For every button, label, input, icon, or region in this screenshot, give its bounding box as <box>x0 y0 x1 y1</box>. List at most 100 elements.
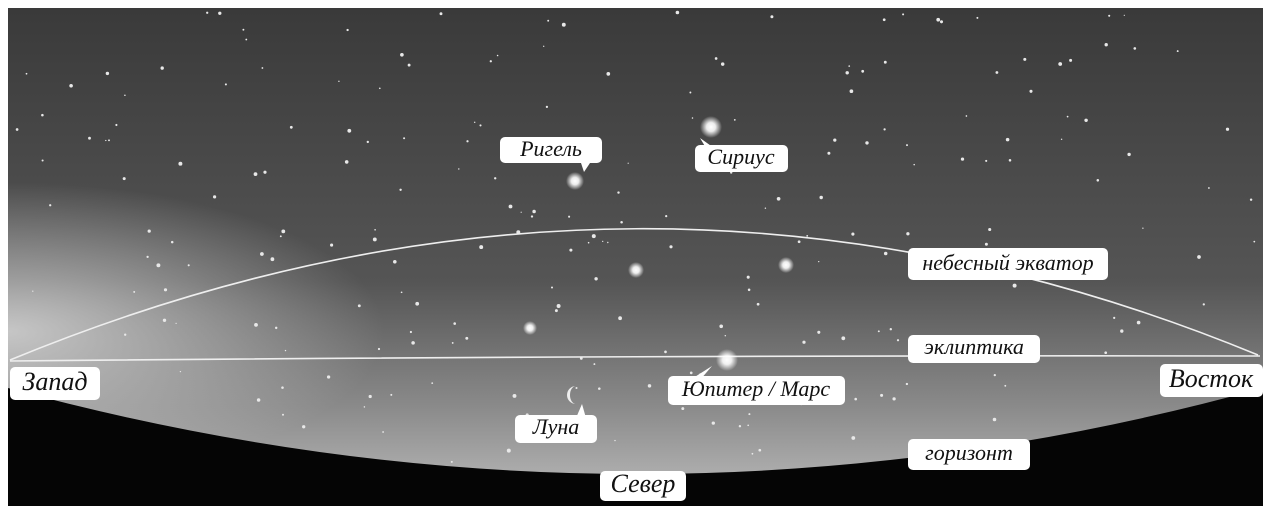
star <box>410 331 412 333</box>
star <box>798 240 801 243</box>
star <box>841 336 845 340</box>
star <box>479 245 483 249</box>
star <box>617 191 619 193</box>
star <box>531 215 533 217</box>
star <box>557 304 561 308</box>
star <box>452 342 454 344</box>
star <box>598 387 601 390</box>
star <box>254 323 258 327</box>
star <box>692 117 694 119</box>
star <box>521 212 522 213</box>
star <box>818 261 819 262</box>
star <box>69 84 73 88</box>
star <box>562 23 566 27</box>
star <box>614 440 615 441</box>
star <box>725 335 726 336</box>
star <box>689 92 691 94</box>
star <box>1253 241 1255 243</box>
star <box>379 87 381 89</box>
star <box>802 341 805 344</box>
star <box>175 323 176 324</box>
star <box>628 163 629 164</box>
star <box>878 330 880 332</box>
star <box>338 81 339 82</box>
star <box>606 72 610 76</box>
star <box>546 106 548 108</box>
label-west: Запад <box>10 367 100 400</box>
star <box>854 398 857 401</box>
star <box>712 421 715 424</box>
star <box>513 394 517 398</box>
star <box>777 197 781 201</box>
star <box>1097 179 1100 182</box>
label-text: Сириус <box>707 144 774 169</box>
star <box>108 139 110 141</box>
star <box>752 453 754 455</box>
star <box>676 11 680 15</box>
star <box>850 89 854 93</box>
star <box>543 46 544 47</box>
star <box>263 171 266 174</box>
star <box>1023 58 1026 61</box>
star <box>748 413 750 415</box>
star <box>551 286 553 288</box>
star <box>163 319 166 322</box>
star <box>628 262 644 278</box>
star <box>819 196 822 199</box>
star <box>758 449 761 452</box>
star <box>1069 59 1072 62</box>
star <box>373 237 377 241</box>
star <box>156 263 160 267</box>
star <box>218 12 221 15</box>
star <box>594 277 597 280</box>
star <box>105 140 106 141</box>
star <box>106 72 109 75</box>
star <box>1127 153 1130 156</box>
star <box>479 124 481 126</box>
star <box>765 207 766 208</box>
star <box>133 291 135 293</box>
star <box>1104 351 1107 354</box>
star <box>282 414 284 416</box>
star <box>719 324 723 328</box>
star <box>966 115 968 117</box>
star <box>124 334 126 336</box>
star <box>721 62 724 65</box>
label-horizon: горизонт <box>908 439 1030 470</box>
star <box>275 327 277 329</box>
star <box>988 228 991 231</box>
star <box>1067 116 1069 118</box>
star <box>49 204 51 206</box>
star <box>523 321 537 335</box>
star <box>700 116 722 138</box>
star <box>1133 47 1136 50</box>
star <box>665 215 667 217</box>
star <box>494 177 496 179</box>
star <box>827 152 830 155</box>
label-sirius: Сириус <box>695 138 788 172</box>
star <box>26 73 28 75</box>
star <box>88 137 91 140</box>
star <box>555 309 558 312</box>
star <box>1009 159 1012 162</box>
star <box>1108 15 1110 17</box>
star <box>976 17 978 19</box>
star <box>41 114 44 117</box>
star <box>466 140 468 142</box>
star <box>408 64 411 67</box>
label-east: Восток <box>1160 364 1263 397</box>
star <box>592 234 596 238</box>
star <box>961 157 964 160</box>
star <box>817 331 820 334</box>
label-text: горизонт <box>925 440 1013 465</box>
star <box>164 288 167 291</box>
label-text: небесный экватор <box>922 250 1093 275</box>
star <box>290 126 293 129</box>
star <box>146 256 148 258</box>
star <box>547 20 549 22</box>
star <box>1061 139 1062 140</box>
star <box>330 244 333 247</box>
star <box>618 316 622 320</box>
star <box>848 65 850 67</box>
star <box>245 39 247 41</box>
